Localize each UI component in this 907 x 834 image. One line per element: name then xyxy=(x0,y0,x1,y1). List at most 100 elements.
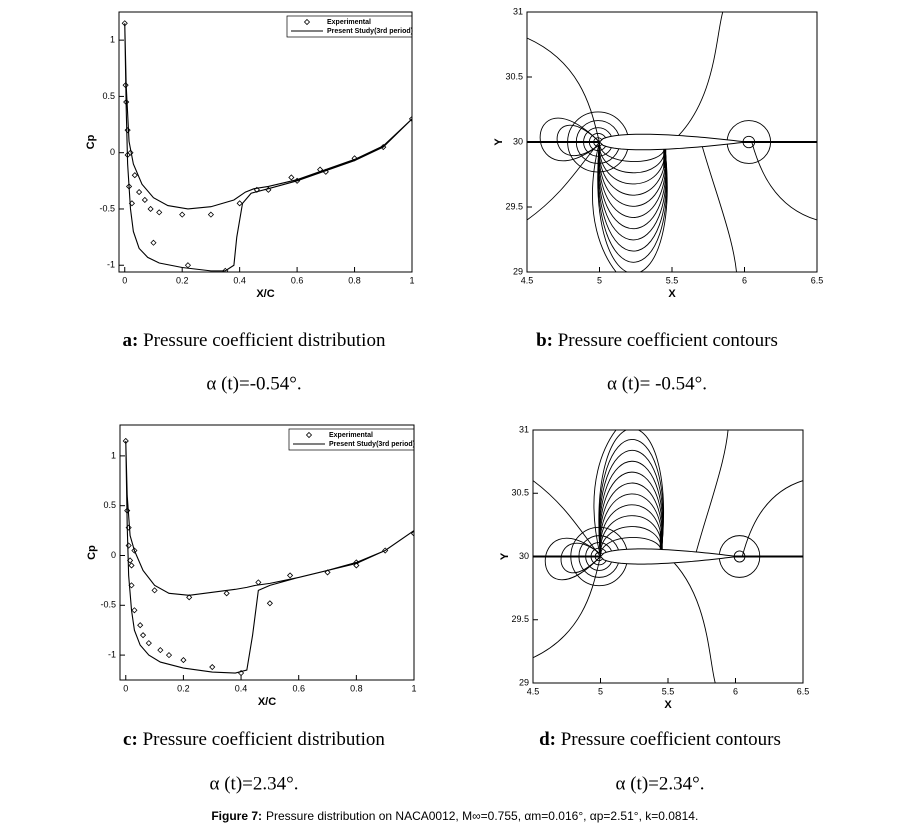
legend-label: Experimental xyxy=(329,432,373,439)
data-line xyxy=(125,440,414,674)
data-point xyxy=(127,149,134,156)
contour-line xyxy=(599,482,663,557)
data-point xyxy=(124,127,131,134)
y-axis-label: Y xyxy=(493,138,505,146)
figure-caption: Pressure distribution on NACA0012, M∞=0.… xyxy=(266,809,698,823)
contour-line xyxy=(671,12,724,143)
x-tick-label: 0.6 xyxy=(291,275,304,285)
data-point xyxy=(151,587,158,594)
y-tick-label: 30 xyxy=(519,551,529,561)
x-tick-label: 0.8 xyxy=(350,683,363,693)
x-tick-label: 0.6 xyxy=(292,683,305,693)
plot-frame xyxy=(119,424,415,681)
y-tick-label: -1 xyxy=(108,649,116,659)
panel: 4.5 5 5.5 6 6.5 29 29.5 30 30.5 31 X Yd: Pressure c… xyxy=(499,424,809,794)
caption-label: a: xyxy=(123,330,139,351)
contour-line xyxy=(599,141,666,174)
legend-label: Experimental xyxy=(327,19,371,26)
x-tick-label: 0.4 xyxy=(235,683,248,693)
data-point xyxy=(236,200,243,207)
y-axis-label: Cp xyxy=(85,134,97,149)
caption-label: d: xyxy=(539,729,556,750)
caption-text: Pressure coefficient contours xyxy=(558,330,778,351)
x-tick-label: 4.5 xyxy=(527,686,540,696)
panel-subcaption: α (t)=-0.54°. xyxy=(206,373,301,394)
data-point xyxy=(147,205,154,213)
data-point xyxy=(141,196,148,204)
contour-line xyxy=(598,141,667,230)
y-tick-label: 30 xyxy=(513,136,523,146)
contour-line xyxy=(600,537,662,557)
contour-line xyxy=(527,37,600,143)
legend-marker xyxy=(303,18,311,26)
x-tick-label: 0 xyxy=(123,683,128,693)
y-tick-label: 30.5 xyxy=(505,71,523,81)
caption-label: c: xyxy=(123,729,138,750)
data-point xyxy=(288,174,295,181)
data-point xyxy=(131,172,138,179)
data-point xyxy=(180,657,187,664)
data-point xyxy=(410,530,414,537)
legend-label: Present Study(3rd period) xyxy=(329,441,415,448)
contour-line xyxy=(593,430,617,557)
contour-line xyxy=(598,141,666,207)
y-tick-label: 0 xyxy=(111,550,116,560)
x-tick-label: 5 xyxy=(598,686,603,696)
contour-line xyxy=(600,526,662,557)
caption-text: Pressure coefficient distribution xyxy=(143,729,386,750)
contour-line xyxy=(694,430,729,557)
contour-line xyxy=(560,542,601,574)
data-point xyxy=(150,239,157,246)
x-tick-label: 5.5 xyxy=(666,275,679,285)
x-axis-label: X xyxy=(664,699,672,711)
panel-caption: a: Pressure coefficient distribution xyxy=(123,330,386,351)
data-point xyxy=(139,632,147,639)
x-tick-label: 6 xyxy=(733,686,738,696)
plot-frame xyxy=(118,11,413,273)
panel-subcaption: α (t)=2.34°. xyxy=(210,773,299,794)
data-point xyxy=(125,542,132,549)
contour-line xyxy=(598,141,667,241)
y-axis-label: Y xyxy=(499,552,511,560)
data-point xyxy=(353,562,360,569)
panel-caption: b: Pressure coefficient contours xyxy=(536,330,778,351)
contour-line xyxy=(533,480,601,557)
caption-text: Pressure coefficient distribution xyxy=(143,330,386,351)
airfoil xyxy=(599,548,736,565)
y-tick-label: 31 xyxy=(513,6,523,16)
contour-line xyxy=(556,124,600,157)
y-tick-label: 30.5 xyxy=(511,488,529,498)
y-tick-label: -0.5 xyxy=(100,600,116,610)
contour-line xyxy=(700,141,737,272)
y-tick-label: 0 xyxy=(110,147,115,157)
data-point xyxy=(128,562,135,569)
data-point xyxy=(324,569,331,576)
contour-line xyxy=(533,556,601,659)
plot-frame xyxy=(532,429,804,684)
data-point xyxy=(209,663,216,671)
contour-line xyxy=(599,471,663,557)
y-tick-label: 0.5 xyxy=(103,500,116,510)
y-tick-label: 1 xyxy=(111,450,116,460)
panel-subcaption: α (t)= -0.54°. xyxy=(607,373,707,394)
data-point xyxy=(207,211,214,218)
legend-marker xyxy=(305,431,313,439)
caption-text: Pressure coefficient contours xyxy=(561,729,781,750)
data-point xyxy=(179,211,186,218)
x-axis-label: X xyxy=(668,288,676,300)
caption-label: b: xyxy=(536,330,553,351)
x-axis-label: X/C xyxy=(256,288,274,300)
x-tick-label: 4.5 xyxy=(521,275,534,285)
x-tick-label: 5 xyxy=(597,275,602,285)
contour-line xyxy=(598,449,664,557)
contour-line xyxy=(597,141,668,272)
contour-line xyxy=(599,493,663,557)
x-tick-label: 0.4 xyxy=(233,275,246,285)
x-tick-label: 0.2 xyxy=(177,683,190,693)
contour-line xyxy=(597,141,667,252)
data-point xyxy=(186,594,193,601)
contour-line xyxy=(751,141,817,221)
panel: 0 0.2 0.4 0.6 0.8 1 -1 -0.5 0 0.5 1 X/C Cp Experiment… xyxy=(86,424,417,794)
data-point xyxy=(145,640,152,647)
